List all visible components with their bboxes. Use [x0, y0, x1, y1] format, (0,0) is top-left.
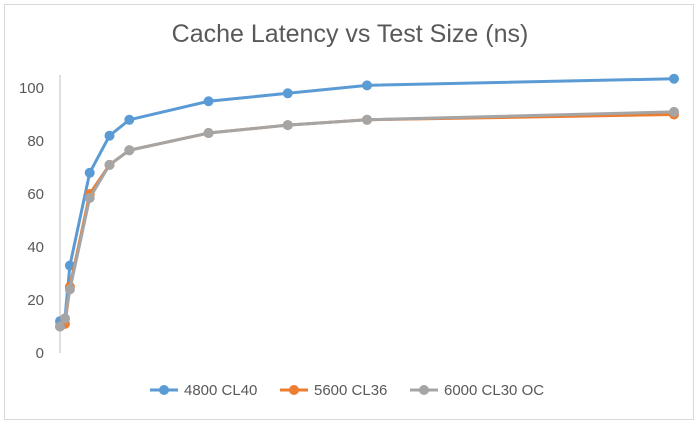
- legend-label: 6000 CL30 OC: [444, 382, 544, 399]
- y-tick-label: 60: [27, 186, 44, 203]
- chart-title: Cache Latency vs Test Size (ns): [171, 20, 529, 48]
- legend: 4800 CL40 5600 CL36 6000 CL30 OC: [150, 382, 544, 399]
- data-point: [104, 130, 115, 141]
- data-point: [282, 88, 293, 99]
- legend-swatch-marker: [159, 385, 169, 395]
- data-point: [362, 80, 372, 91]
- data-point: [203, 128, 214, 139]
- data-point: [282, 120, 293, 131]
- data-point: [55, 321, 65, 332]
- legend-swatch-marker: [289, 385, 299, 395]
- data-point: [104, 159, 115, 170]
- data-point: [84, 167, 95, 178]
- y-tick-label: 80: [27, 133, 44, 150]
- legend-item-1: 5600 CL36: [280, 382, 387, 399]
- y-axis-ticks: 0 20 40 60 80 100: [19, 80, 44, 362]
- data-point: [64, 284, 75, 295]
- data-point: [203, 96, 214, 107]
- data-point: [84, 192, 95, 203]
- y-tick-label: 20: [27, 292, 44, 309]
- series-group: [55, 73, 679, 332]
- legend-label: 4800 CL40: [184, 382, 257, 399]
- series-1: [55, 109, 679, 332]
- legend-item-2: 6000 CL30 OC: [410, 382, 544, 399]
- data-point: [124, 145, 135, 156]
- y-tick-label: 40: [27, 239, 44, 256]
- data-point: [362, 114, 372, 125]
- series-line: [58, 110, 675, 328]
- y-tick-label: 0: [36, 345, 44, 362]
- data-point: [59, 313, 70, 324]
- legend-item-0: 4800 CL40: [150, 382, 257, 399]
- series-2: [55, 106, 679, 332]
- data-point: [669, 73, 679, 84]
- chart-frame: [4, 4, 694, 420]
- legend-label: 5600 CL36: [314, 382, 387, 399]
- legend-swatch-marker: [419, 385, 429, 395]
- series-0: [55, 73, 679, 327]
- data-point: [124, 114, 135, 125]
- y-tick-label: 100: [19, 80, 44, 97]
- data-point: [669, 106, 679, 117]
